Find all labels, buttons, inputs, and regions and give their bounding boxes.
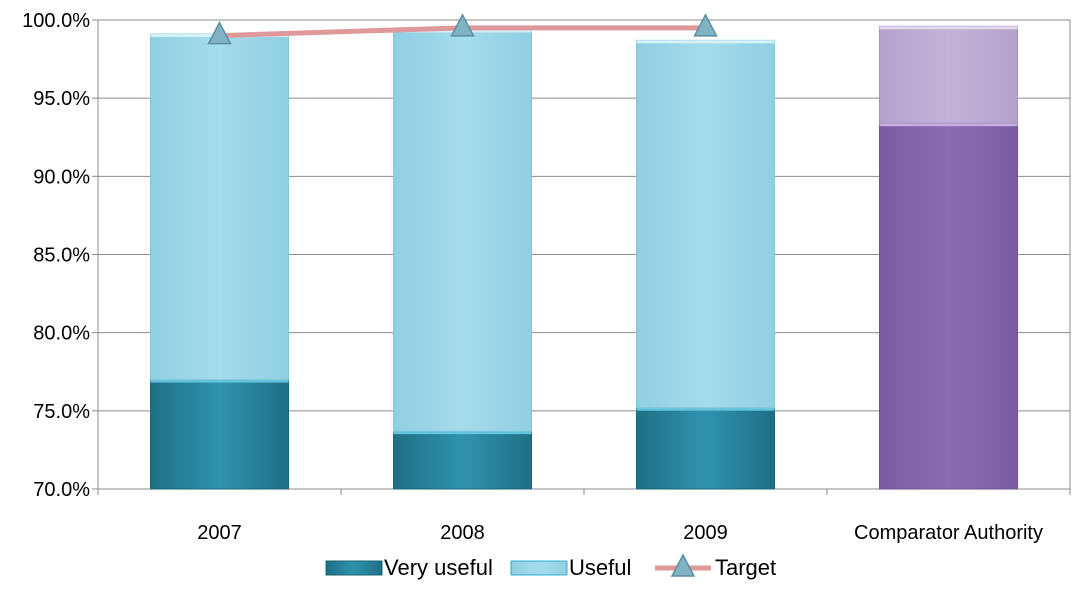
legend: Very useful Useful Target — [325, 553, 776, 580]
y-tick-label: 95.0% — [33, 88, 90, 110]
bar-very-useful-top-edge — [150, 379, 289, 383]
legend-marker-target — [670, 553, 696, 577]
y-tick-label: 90.0% — [33, 166, 90, 188]
y-tick-label: 70.0% — [33, 479, 90, 501]
target-line-series — [207, 13, 718, 45]
bar-very-useful-top-edge — [393, 431, 532, 435]
target-marker — [207, 21, 232, 45]
axes — [92, 19, 1071, 495]
bar-very-useful-2008 — [393, 430, 532, 490]
x-tick-label: Comparator Authority — [854, 522, 1043, 544]
bar-very-useful-comparator-authority — [879, 122, 1018, 490]
y-tick-label: 80.0% — [33, 323, 90, 345]
tick-labels: 70.0% 75.0% 80.0% 85.0% 90.0% 95.0% 100.0% 2007… — [22, 10, 1043, 544]
x-tick-label: 2008 — [440, 522, 485, 544]
y-tick-label: 85.0% — [33, 245, 90, 267]
x-tick-label: 2007 — [197, 522, 242, 544]
x-tick-label: 2009 — [683, 522, 728, 544]
bars — [150, 25, 1018, 490]
legend-label-target: Target — [715, 555, 776, 580]
legend-swatch-very-useful — [325, 560, 383, 576]
legend-label-useful: Useful — [569, 555, 631, 580]
target-marker — [450, 13, 475, 37]
bar-useful-2009 — [636, 39, 775, 409]
bar-useful-top-edge — [636, 40, 775, 44]
target-marker — [693, 13, 718, 37]
legend-label-very-useful: Very useful — [384, 555, 493, 580]
bar-useful-2008 — [393, 28, 532, 432]
y-tick-label: 75.0% — [33, 401, 90, 423]
bar-very-useful-2009 — [636, 407, 775, 490]
bar-very-useful-2007 — [150, 379, 289, 490]
bar-very-useful-top-edge — [636, 407, 775, 411]
bar-useful-top-edge — [879, 26, 1018, 30]
bar-useful-2007 — [150, 33, 289, 381]
y-tick-label: 100.0% — [22, 10, 90, 32]
bar-very-useful-top-edge — [879, 123, 1018, 127]
legend-swatch-useful — [510, 560, 568, 576]
bar-useful-comparator-authority — [879, 25, 1018, 124]
